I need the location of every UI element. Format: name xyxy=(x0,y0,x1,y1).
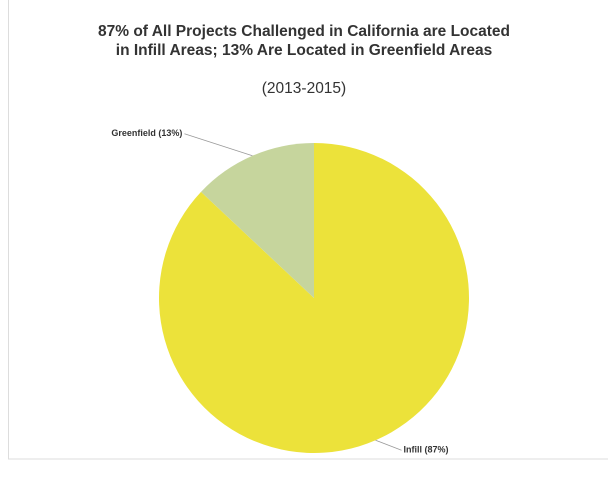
chart-title: 87% of All Projects Challenged in Califo… xyxy=(98,23,510,59)
leader-line xyxy=(375,439,402,451)
data-label: Greenfield (13%) xyxy=(111,128,182,138)
leader-line xyxy=(184,133,253,157)
data-label: Infill (87%) xyxy=(404,445,449,455)
frame xyxy=(8,0,608,460)
chart-subtitle: (2013-2015) xyxy=(261,80,347,97)
pie-slice xyxy=(201,143,314,298)
